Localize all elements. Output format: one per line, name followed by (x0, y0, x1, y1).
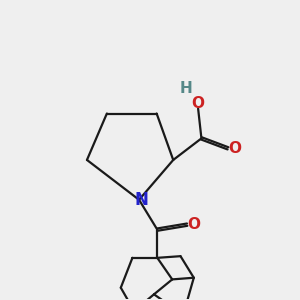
Text: O: O (187, 217, 200, 232)
Text: O: O (192, 96, 205, 111)
Text: O: O (228, 141, 241, 156)
Text: N: N (135, 191, 148, 209)
Text: H: H (180, 81, 193, 96)
